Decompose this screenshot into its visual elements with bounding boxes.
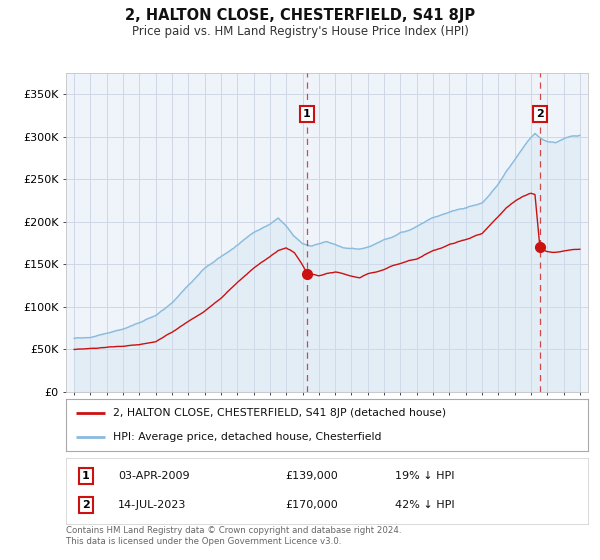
Text: 2, HALTON CLOSE, CHESTERFIELD, S41 8JP (detached house): 2, HALTON CLOSE, CHESTERFIELD, S41 8JP (…: [113, 408, 446, 418]
Text: £170,000: £170,000: [285, 500, 338, 510]
Text: 1: 1: [82, 471, 90, 481]
Text: Price paid vs. HM Land Registry's House Price Index (HPI): Price paid vs. HM Land Registry's House …: [131, 25, 469, 38]
Text: 2, HALTON CLOSE, CHESTERFIELD, S41 8JP: 2, HALTON CLOSE, CHESTERFIELD, S41 8JP: [125, 8, 475, 24]
Text: 2: 2: [82, 500, 90, 510]
Text: 2: 2: [536, 109, 544, 119]
Text: 14-JUL-2023: 14-JUL-2023: [118, 500, 187, 510]
Text: £139,000: £139,000: [285, 471, 338, 481]
Text: 19% ↓ HPI: 19% ↓ HPI: [395, 471, 454, 481]
Text: 1: 1: [303, 109, 310, 119]
Text: 42% ↓ HPI: 42% ↓ HPI: [395, 500, 454, 510]
Text: HPI: Average price, detached house, Chesterfield: HPI: Average price, detached house, Ches…: [113, 432, 382, 442]
Text: Contains HM Land Registry data © Crown copyright and database right 2024.
This d: Contains HM Land Registry data © Crown c…: [66, 526, 401, 546]
Text: 03-APR-2009: 03-APR-2009: [118, 471, 190, 481]
